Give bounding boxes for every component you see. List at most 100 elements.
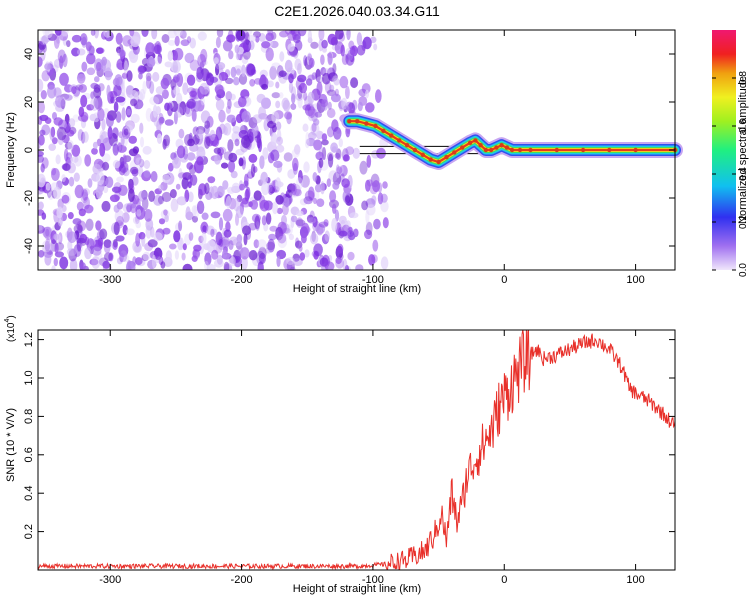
- trace-point: [554, 147, 559, 153]
- noise-speckle: [72, 218, 82, 225]
- trace-point: [404, 143, 410, 148]
- noise-speckle: [64, 94, 73, 101]
- noise-speckle: [275, 121, 282, 131]
- noise-speckle: [116, 46, 122, 54]
- colorbar-tick-label: 0.2: [738, 215, 749, 229]
- noise-speckle: [164, 61, 173, 68]
- noise-speckle: [173, 86, 181, 96]
- noise-speckle: [369, 182, 379, 195]
- noise-speckle: [259, 155, 265, 169]
- noise-speckle: [204, 120, 211, 129]
- noise-speckle: [173, 47, 184, 61]
- noise-speckle: [186, 98, 196, 109]
- noise-speckle: [213, 147, 222, 154]
- noise-speckle: [291, 148, 300, 158]
- noise-speckle: [258, 106, 267, 119]
- noise-speckle: [109, 194, 120, 203]
- noise-speckle: [176, 73, 184, 87]
- noise-speckle: [223, 151, 234, 161]
- noise-speckle: [123, 60, 129, 74]
- noise-speckle: [377, 192, 384, 205]
- trace-point: [528, 147, 533, 153]
- noise-speckle: [86, 104, 95, 111]
- noise-speckle: [91, 246, 102, 256]
- noise-speckle: [156, 120, 162, 133]
- noise-speckle: [104, 252, 113, 262]
- noise-speckle: [273, 160, 283, 168]
- top-y-tick-label: 0: [23, 147, 35, 153]
- noise-speckle: [164, 119, 174, 126]
- noise-speckle: [84, 154, 92, 167]
- noise-speckle: [364, 229, 373, 240]
- noise-speckle: [72, 114, 80, 123]
- noise-speckle: [229, 93, 236, 101]
- noise-speckle: [233, 255, 242, 268]
- noise-speckle: [206, 71, 212, 79]
- noise-speckle: [68, 118, 76, 128]
- noise-speckle: [205, 225, 215, 235]
- noise-speckle: [199, 82, 210, 95]
- noise-speckle: [94, 58, 104, 72]
- noise-speckle: [334, 209, 340, 222]
- noise-speckle: [174, 35, 180, 47]
- noise-speckle: [118, 184, 128, 196]
- bottom-y-tick-label: 0.6: [23, 447, 35, 462]
- noise-speckle: [313, 118, 320, 126]
- noise-speckle: [187, 191, 194, 203]
- noise-speckle: [241, 55, 249, 65]
- noise-speckle: [210, 185, 219, 200]
- bottom-xlabel: Height of straight line (km): [293, 583, 421, 595]
- noise-speckle: [312, 172, 318, 182]
- noise-speckle: [310, 41, 319, 49]
- noise-speckle: [99, 228, 108, 240]
- noise-speckle: [38, 201, 44, 210]
- noise-speckle: [53, 35, 60, 49]
- noise-speckle: [345, 105, 350, 112]
- noise-speckle: [259, 199, 270, 212]
- noise-speckle: [66, 129, 75, 137]
- noise-speckle: [345, 146, 355, 156]
- noise-speckle: [188, 232, 194, 241]
- noise-speckle: [103, 239, 112, 249]
- noise-speckle: [86, 53, 96, 65]
- noise-speckle: [59, 256, 69, 270]
- noise-speckle: [204, 252, 212, 266]
- noise-speckle: [305, 131, 310, 144]
- noise-speckle: [297, 30, 307, 37]
- noise-speckle: [246, 63, 256, 76]
- noise-speckle: [261, 215, 267, 226]
- noise-speckle: [71, 156, 79, 163]
- noise-speckle: [365, 221, 373, 236]
- noise-speckle: [218, 217, 224, 231]
- noise-speckle: [322, 72, 331, 85]
- noise-speckle: [307, 131, 317, 140]
- noise-speckle: [263, 118, 270, 132]
- noise-speckle: [345, 52, 355, 66]
- noise-speckle: [76, 72, 86, 84]
- colorbar-gradient: [712, 30, 736, 270]
- noise-speckle: [267, 184, 274, 195]
- noise-speckle: [114, 209, 125, 223]
- noise-speckle: [95, 220, 102, 231]
- noise-speckle: [192, 134, 200, 145]
- scale-factor-prefix: (x10: [6, 322, 17, 342]
- top-ylabel: Frequency (Hz): [5, 112, 17, 188]
- trace-point: [389, 133, 394, 138]
- noise-speckle: [176, 102, 186, 114]
- noise-speckle: [179, 101, 187, 116]
- noise-speckle: [347, 251, 355, 261]
- noise-speckle: [302, 104, 312, 111]
- noise-speckle: [135, 157, 144, 166]
- noise-speckle: [191, 109, 197, 122]
- noise-speckle: [252, 124, 259, 137]
- noise-speckle: [313, 197, 317, 205]
- noise-speckle: [160, 261, 166, 269]
- noise-speckle: [67, 231, 77, 243]
- noise-speckle: [248, 153, 258, 163]
- noise-speckle: [248, 131, 254, 144]
- noise-speckle: [137, 65, 146, 75]
- noise-speckle: [228, 50, 234, 60]
- noise-speckle: [180, 39, 190, 47]
- noise-speckle: [218, 109, 226, 123]
